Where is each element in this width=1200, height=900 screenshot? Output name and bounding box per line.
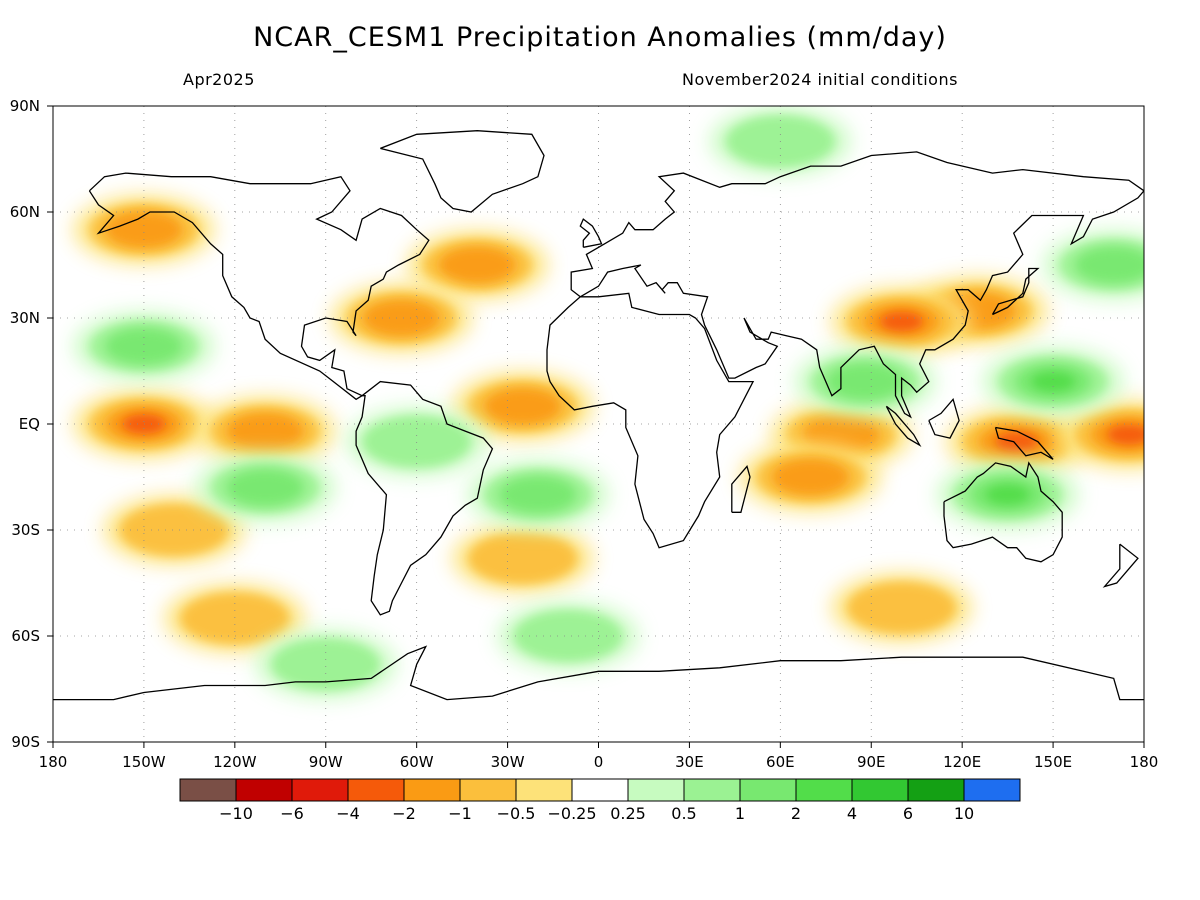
colorbar-swatch [851, 778, 909, 802]
colorbar-swatch [739, 778, 797, 802]
south-america-coast [355, 380, 494, 616]
anomaly-wet-central-north-pacific-2 [1075, 247, 1144, 283]
colorbar-swatch [571, 778, 629, 802]
anomaly-dry-south-pacific-1 [120, 504, 229, 556]
colorbar-label: −6 [280, 804, 304, 823]
lat-tick-label: EQ [19, 415, 40, 433]
colorbar-label: 2 [791, 804, 801, 823]
anomaly-wet-bay-of-bengal-2 [827, 363, 904, 400]
lon-tick-label: 150E [1034, 753, 1072, 771]
anomaly-dry-equatorial-central-pacific-3 [121, 414, 166, 434]
lat-tick-label: 60S [11, 627, 40, 645]
new-guinea-coast [994, 426, 1054, 460]
colorbar-label: 0.5 [671, 804, 696, 823]
colorbar-swatch [403, 778, 461, 802]
lon-tick-label: 0 [594, 753, 604, 771]
antarctica-coast [53, 645, 1144, 701]
map-axes: 90N 60N 30N EQ 30S 60S 90S 180 150W 120W 90W 60W 30W… [10, 97, 1159, 771]
anomaly-dry-maritime-continent-3 [994, 431, 1039, 452]
anomaly-wet-subtropical-north-pacific-2 [105, 328, 182, 365]
colorbar-swatch [627, 778, 685, 802]
anomaly-dry-southern-ocean-indian-1 [847, 581, 956, 634]
uk-coast [579, 218, 603, 248]
lon-tick-label: 120E [943, 753, 981, 771]
colorbar-swatch [515, 778, 573, 802]
madagascar-coast [731, 465, 751, 513]
coastlines [53, 130, 1144, 701]
lat-tick-label: 30N [10, 309, 40, 327]
lon-tick-label: 180 [39, 753, 68, 771]
anomaly-dry-tibet-3 [879, 311, 924, 332]
colorbar-swatch [235, 778, 293, 802]
lon-tick-label: 150W [122, 753, 166, 771]
colorbar-label: −2 [392, 804, 416, 823]
anomaly-field [73, 107, 1144, 699]
map-title: NCAR_CESM1 Precipitation Anomalies (mm/d… [253, 22, 947, 53]
anomaly-wet-australia-3 [985, 484, 1030, 505]
colorbar-label: −0.5 [497, 804, 536, 823]
colorbar-swatch [459, 778, 517, 802]
anomaly-dry-south-indian-ocean-2 [772, 459, 849, 495]
lon-tick-label: 90E [857, 753, 886, 771]
colorbar-label: 1 [735, 804, 745, 823]
borneo-coast [928, 397, 960, 439]
lat-tick-label: 90N [10, 97, 40, 115]
colorbar-swatch [963, 778, 1021, 802]
anomaly-wet-amazon-1 [362, 415, 471, 468]
australia-coast [943, 461, 1063, 563]
lat-tick-label: 90S [11, 733, 40, 751]
africa-coast [546, 292, 755, 549]
anomaly-dry-southeast-us-2 [363, 300, 440, 336]
anomaly-dry-western-pacific-dateline-3 [1106, 424, 1144, 445]
lon-tick-label: 60E [766, 753, 795, 771]
new-zealand-coast [1102, 543, 1139, 588]
colorbar-label: 0.25 [610, 804, 646, 823]
colorbar-label: −1 [448, 804, 472, 823]
anomaly-dry-equatorial-east-pacific-2 [227, 413, 304, 450]
colorbar-swatch [683, 778, 741, 802]
colorbar-label: −10 [219, 804, 253, 823]
anomaly-wet-southeast-pacific-2 [227, 469, 304, 506]
anomaly-dry-gulf-of-alaska-2 [105, 211, 182, 248]
colorbar-label: −4 [336, 804, 360, 823]
anomaly-wet-west-pacific-warm-pool-3 [1031, 371, 1076, 392]
lon-tick-label: 180 [1130, 753, 1159, 771]
anomaly-wet-south-atlantic-subtropics-2 [499, 476, 576, 513]
colorbar-label: 4 [847, 804, 857, 823]
north-america-coast [88, 172, 430, 401]
colorbar-swatch [795, 778, 853, 802]
greenland-coast [380, 130, 545, 213]
japan-coast [991, 267, 1040, 316]
sumatra-coast [885, 405, 922, 447]
anomaly-dry-tropical-atlantic-2 [484, 388, 561, 425]
lat-tick-label: 30S [11, 521, 40, 539]
initial-conditions: November2024 initial conditions [682, 70, 958, 89]
lat-tick-label: 60N [10, 203, 40, 221]
colorbar-swatch [347, 778, 405, 802]
eurasia-coast [570, 151, 1144, 419]
anomaly-dry-north-atlantic-2 [439, 247, 516, 283]
colorbar: −10 −6 −4 −2 −1 −0.5 −0.25 0.25 0.5 1 2 4 6 10 [179, 778, 1021, 823]
colorbar-label: −0.25 [547, 804, 596, 823]
lon-tick-label: 90W [309, 753, 343, 771]
forecast-month: Apr2025 [183, 70, 255, 89]
graticule [53, 106, 1144, 742]
colorbar-swatch [179, 778, 237, 802]
lon-tick-label: 30E [675, 753, 704, 771]
lon-tick-label: 60W [400, 753, 434, 771]
colorbar-label: 6 [903, 804, 913, 823]
anomaly-dry-southern-ocean-pacific-1 [180, 592, 289, 645]
anomaly-wet-antarctic-coast-1 [271, 638, 380, 691]
lon-tick-label: 120W [213, 753, 257, 771]
anomaly-wet-southern-ocean-atlantic-1 [514, 610, 623, 662]
map-plot-area [53, 106, 1144, 742]
colorbar-swatch [291, 778, 349, 802]
anomaly-dry-south-atlantic-1 [468, 532, 577, 585]
colorbar-label: 10 [954, 804, 974, 823]
lon-tick-label: 30W [491, 753, 525, 771]
colorbar-swatch [907, 778, 965, 802]
